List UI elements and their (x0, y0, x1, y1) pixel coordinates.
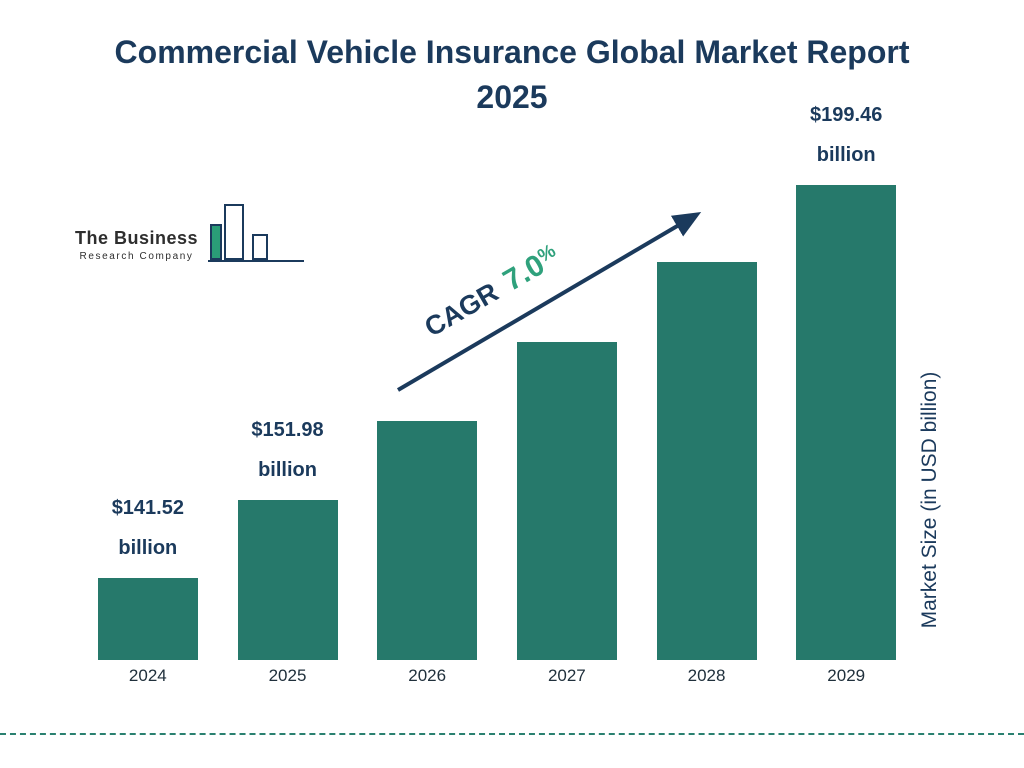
logo-bar-chart-icon (208, 198, 305, 262)
x-axis-labels: 2024 2025 2026 2027 2028 2029 (78, 666, 916, 686)
bottom-dashed-divider (0, 733, 1024, 735)
x-tick-2024: 2024 (128, 666, 167, 685)
x-tick-2025: 2025 (268, 666, 307, 685)
chart-title: Commercial Vehicle Insurance Global Mark… (114, 34, 910, 115)
bar-2027 (516, 342, 617, 660)
x-tick-2028: 2028 (687, 666, 726, 685)
bar-group-2028 (637, 95, 777, 660)
x-tick-2029: 2029 (827, 666, 866, 685)
bar-2024 (97, 578, 198, 660)
company-logo-text: The Business Research Company (75, 228, 198, 262)
bar-2029 (796, 185, 897, 660)
logo-bar-filled (210, 224, 223, 260)
logo-bar-tall (224, 204, 245, 260)
bar-group-2026 (357, 95, 497, 660)
bar-value-label-2029: $199.46 billion (810, 104, 883, 166)
bar-group-2029: $199.46 billion (776, 95, 916, 660)
bar-plot-area: $141.52 billion $151.98 billion (78, 95, 916, 660)
bar-2025 (237, 500, 338, 660)
bar-group-2024: $141.52 billion (78, 95, 218, 660)
x-tick-2026: 2026 (408, 666, 447, 685)
bar-2028 (656, 262, 757, 660)
x-tick-2027: 2027 (547, 666, 586, 685)
bar-group-2025: $151.98 billion (218, 95, 358, 660)
bar-group-2027 (497, 95, 637, 660)
logo-name-line2: Research Company (79, 251, 194, 262)
y-axis-label: Market Size (in USD billion) (918, 371, 941, 629)
bar-2026 (377, 421, 478, 660)
logo-name-line1: The Business (75, 228, 199, 248)
bar-value-label-2025: $151.98 billion (251, 419, 324, 481)
bar-value-label-2024: $141.52 billion (111, 497, 184, 559)
logo-bar-short (252, 234, 269, 260)
company-logo: The Business Research Company (75, 198, 305, 262)
